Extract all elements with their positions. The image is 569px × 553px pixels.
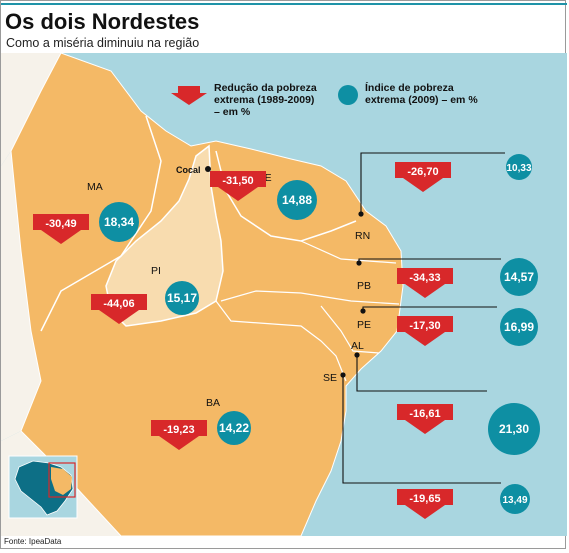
- border-al: [320, 305, 380, 354]
- page-subtitle: Como a miséria diminuiu na região: [6, 36, 200, 50]
- state-code-label: AL: [351, 340, 364, 352]
- reduction-value: -19,23: [163, 424, 194, 436]
- poverty-index-value: 14,88: [282, 193, 312, 207]
- leader-al: [356, 355, 487, 392]
- reduction-value: -30,49: [45, 218, 76, 230]
- state-code-label: SE: [323, 372, 337, 384]
- cocal-label: Cocal: [176, 165, 201, 175]
- reduction-arrow-icon: [210, 171, 266, 201]
- poverty-index-circle: [500, 258, 538, 296]
- poverty-index-value: 13,49: [502, 495, 527, 506]
- reduction-value: -16,61: [409, 408, 440, 420]
- poverty-index-circle: [165, 281, 199, 315]
- reduction-arrow-icon: [151, 420, 207, 450]
- state-marker-ma: MA -30,49 18,34: [33, 181, 139, 244]
- legend-reduction-line3: – em %: [214, 106, 251, 118]
- border-ma: [40, 115, 162, 332]
- border-rn-pb: [300, 240, 397, 264]
- state-marker-al: AL -16,61 21,30: [351, 340, 540, 455]
- reduction-value: -31,50: [222, 175, 253, 187]
- leader-rn: [360, 152, 505, 214]
- reduction-arrow-icon: [397, 489, 453, 519]
- poverty-index-circle: [500, 484, 530, 514]
- reduction-value: -44,06: [103, 298, 134, 310]
- northeast-map: Cocal Redução da pobreza extrema (1989-2…: [1, 53, 567, 536]
- inset-focus-box: [48, 462, 76, 498]
- poverty-index-circle: [488, 403, 540, 455]
- state-marker-pb: PB -34,33 14,57: [357, 258, 538, 298]
- reduction-arrow-icon: [33, 214, 89, 244]
- legend-reduction-line2: extrema (1989-2009): [214, 94, 314, 106]
- state-marker-rn: RN -26,70 10,33: [355, 154, 532, 242]
- dot-rn: [358, 211, 364, 217]
- poverty-index-circle: [99, 202, 139, 242]
- legend-arrow-icon: [171, 86, 207, 105]
- state-code-label: MA: [87, 181, 103, 193]
- state-marker-se: SE -19,65 13,49: [323, 372, 530, 519]
- poverty-index-value: 14,57: [504, 270, 534, 284]
- reduction-value: -19,65: [409, 493, 440, 505]
- inset-northeast-highlight: [51, 467, 72, 495]
- outside-region-west: [1, 151, 41, 441]
- brazil-inset-map: [8, 455, 78, 519]
- reduction-arrow-icon: [395, 162, 451, 192]
- reduction-arrow-icon: [91, 294, 147, 324]
- poverty-index-value: 14,22: [219, 421, 249, 435]
- dot-se: [340, 372, 346, 378]
- dot-pb: [356, 260, 362, 266]
- state-marker-pe: PE -17,30 16,99: [357, 308, 538, 346]
- border-pe: [220, 290, 400, 305]
- legend-reduction-line1: Redução da pobreza: [214, 82, 317, 94]
- state-code-label: RN: [355, 230, 370, 242]
- state-code-label: PB: [357, 280, 371, 292]
- poverty-index-value: 18,34: [104, 215, 134, 229]
- state-marker-pi: PI -44,06 15,17: [91, 265, 199, 324]
- state-markers: MA-30,4918,34CE-31,5014,88PI-44,0615,17B…: [33, 154, 540, 519]
- reduction-arrow-icon: [397, 404, 453, 434]
- state-marker-ba: BA -19,23 14,22: [151, 397, 251, 450]
- poverty-index-value: 21,30: [499, 422, 529, 436]
- poverty-index-value: 15,17: [167, 291, 197, 305]
- page-title: Os dois Nordestes: [5, 9, 200, 34]
- legend: Redução da pobreza extrema (1989-2009) –…: [171, 81, 478, 118]
- poverty-index-circle: [506, 154, 532, 180]
- state-code-label: BA: [206, 397, 220, 409]
- poverty-index-value: 16,99: [504, 320, 534, 334]
- reduction-arrow-icon: [397, 268, 453, 298]
- reduction-value: -34,33: [409, 272, 440, 284]
- poverty-index-value: 10,33: [506, 163, 531, 174]
- border-ba-se: [215, 300, 347, 382]
- dot-cocal: [205, 166, 211, 172]
- dot-al: [354, 352, 360, 358]
- reduction-arrow-icon: [397, 316, 453, 346]
- legend-index-line1: Índice de pobreza: [365, 81, 454, 94]
- leader-se: [342, 375, 501, 484]
- reduction-value: -26,70: [407, 166, 438, 178]
- reduction-value: -17,30: [409, 320, 440, 332]
- state-code-label: PI: [151, 265, 161, 277]
- legend-circle-icon: [338, 85, 358, 105]
- poverty-index-circle: [277, 180, 317, 220]
- legend-index-line2: extrema (2009) – em %: [365, 94, 478, 106]
- state-code-label: PE: [357, 319, 371, 331]
- dot-pe: [360, 308, 366, 314]
- source-note: Fonte: IpeaData: [4, 537, 62, 546]
- top-accent-line: [1, 3, 567, 5]
- poverty-index-circle: [217, 411, 251, 445]
- poverty-index-circle: [500, 308, 538, 346]
